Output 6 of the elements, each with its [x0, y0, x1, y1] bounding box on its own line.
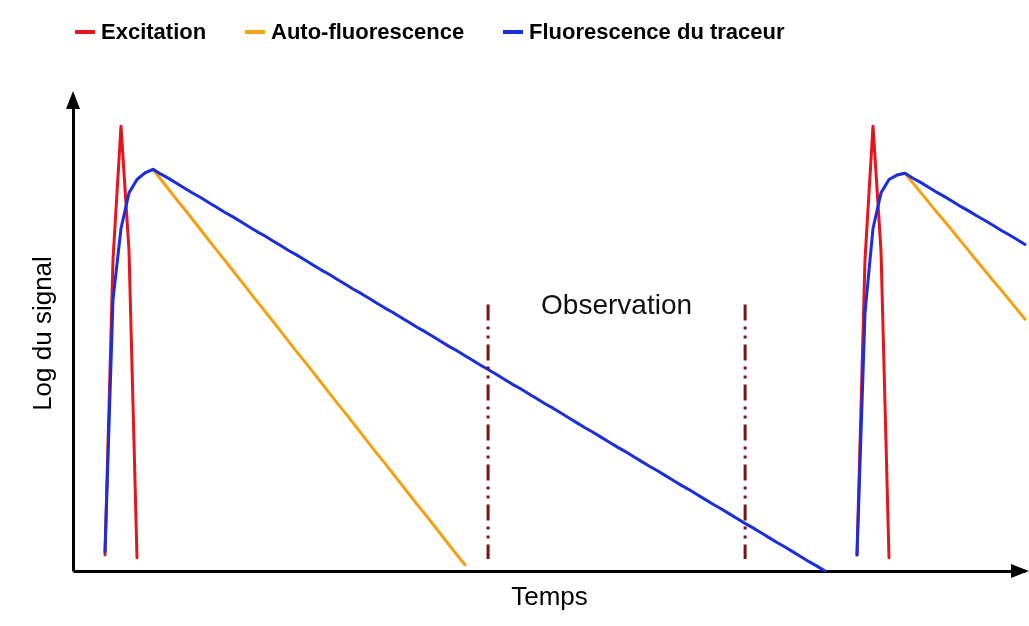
x-axis-title: Temps — [511, 580, 588, 611]
y-axis-title: Log du signal — [26, 256, 57, 411]
legend-label: Excitation — [101, 19, 207, 44]
legend-label: Auto-fluorescence — [271, 19, 465, 44]
legend-label: Fluorescence du traceur — [529, 19, 785, 44]
annotation: Observation — [541, 288, 693, 320]
